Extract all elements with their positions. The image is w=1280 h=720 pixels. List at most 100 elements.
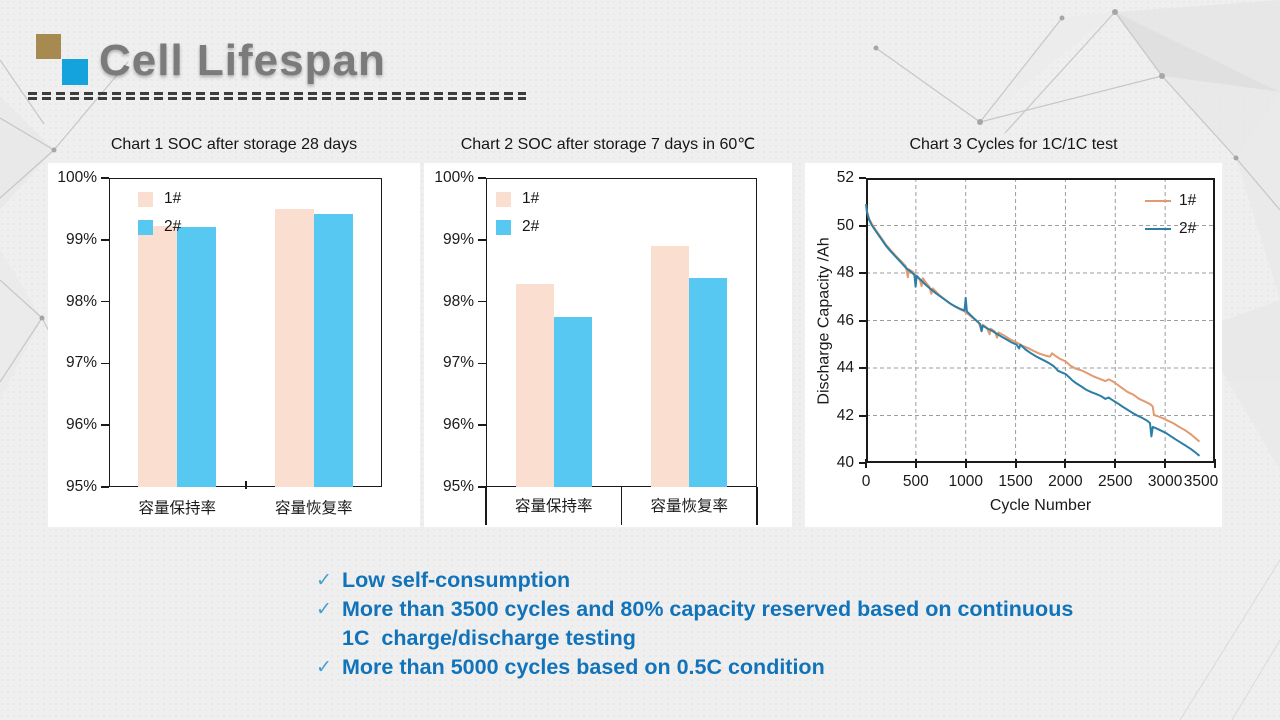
chart-legend: 1# 2# [1145,187,1196,243]
x-tick-label: 2000 [1048,473,1083,490]
y-tick-label: 44 [836,359,854,376]
legend-label: 2# [1179,220,1197,237]
x-tick-mark [1214,459,1216,468]
plot-border [866,178,1215,463]
legend-item: 1# [138,185,181,213]
category-box-divider [620,487,623,525]
bullet-text: Low self-consumption [342,568,571,592]
legend-swatch [1145,228,1171,230]
y-tick-label: 98% [65,292,97,310]
x-tick-label: 1500 [998,473,1033,490]
check-icon: ✓ [316,657,332,678]
legend-swatch [138,219,153,235]
y-axis-title: Discharge Capacity /Ah [815,236,832,405]
y-tick-mark [101,424,109,426]
x-tick-label: 1000 [948,473,983,490]
legend-swatch [496,191,511,207]
x-tick-label: 500 [902,473,929,490]
series-line-2# [865,203,1201,457]
legend-swatch [496,219,511,235]
y-tick-label: 46 [836,311,854,329]
category-box-divider [756,487,758,525]
legend-item: 2# [1145,215,1196,243]
x-tick-label: 3500 [1183,473,1219,490]
x-tick-mark [964,459,967,468]
chart1-title: Chart 1 SOC after storage 28 days [110,136,358,153]
y-tick-label: 98% [442,292,474,310]
y-tick-mark [859,367,866,369]
y-tick-mark [859,177,866,179]
key-points-list: ✓ Low self-consumption ✓ More than 3500 … [316,566,1100,682]
y-tick-mark [101,486,109,488]
bar-2#-cat2 [689,278,728,487]
chart1-panel: 100% 99% 98% 97% 96% 95% 容量保持率 容量恢复率 1# 2# [48,163,420,527]
y-tick-label: 97% [65,354,97,372]
list-item: ✓ More than 3500 cycles and 80% capacity… [316,595,1100,653]
category-label: 容量恢复率 [650,498,728,515]
y-tick-mark [859,224,866,227]
y-tick-mark [478,177,486,179]
y-tick-label: 97% [442,354,474,372]
line-chart-canvas [865,178,1215,463]
bar-2#-cat1 [177,227,217,487]
y-tick-label: 50 [836,216,854,234]
check-icon: ✓ [316,570,332,591]
y-tick-mark [859,414,866,417]
y-tick-label: 95% [442,478,474,495]
legend-swatch [1145,200,1171,202]
y-tick-mark [859,319,866,322]
legend-swatch [138,191,153,207]
chart3-panel: 52 50 48 46 44 42 40 0 500 1000 1500 2000 2500 3000 35… [805,163,1222,527]
y-tick-label: 40 [836,454,854,471]
logo-tan-square [36,34,61,59]
category-label: 容量保持率 [138,500,216,517]
check-icon: ✓ [316,599,332,620]
chart2-title: Chart 2 SOC after storage 7 days in 60℃ [460,136,756,153]
bar-1#-cat1 [138,226,178,487]
list-item: ✓ More than 5000 cycles based on 0.5C co… [316,653,1100,682]
chart2-panel: 100% 99% 98% 97% 96% 95% 容量保持率 容量恢复率 1# 2# [424,163,792,527]
logo-blue-square [62,59,88,85]
y-tick-label: 99% [442,230,474,248]
y-tick-mark [101,300,109,303]
x-tick-mark [1164,459,1167,468]
list-item: ✓ Low self-consumption [316,566,1100,595]
y-tick-label: 95% [65,478,97,495]
y-tick-mark [478,239,486,241]
legend-label: 1# [164,190,182,207]
legend-label: 1# [1179,192,1197,209]
legend-label: 2# [522,218,540,235]
chart-plot-area [486,178,757,487]
y-tick-mark [101,239,109,241]
legend-label: 1# [522,190,540,207]
bar-1#-cat1 [515,284,554,487]
x-axis-center-tick [244,481,247,489]
bullet-text: More than 5000 cycles based on 0.5C cond… [342,655,825,679]
header-divider [28,92,526,102]
x-tick-mark [1014,459,1017,468]
x-tick-label: 2500 [1098,473,1133,490]
y-tick-label: 42 [836,406,854,424]
x-tick-mark [914,459,917,468]
x-tick-mark [1114,459,1117,468]
y-tick-label: 99% [65,230,97,248]
bar-1#-cat2 [651,245,690,487]
y-tick-mark [478,486,486,488]
y-tick-label: 96% [442,416,474,434]
legend-item: 1# [496,185,539,213]
y-tick-mark [478,300,486,303]
x-tick-label: 3000 [1147,473,1183,490]
y-tick-mark [478,424,486,426]
y-tick-mark [478,362,486,365]
chart-legend: 1# 2# [496,185,539,241]
bar-2#-cat2 [313,213,353,487]
y-tick-mark [101,177,109,179]
legend-item: 2# [138,213,181,241]
bullet-text: More than 3500 cycles and 80% capacity r… [342,597,1080,650]
y-tick-mark [101,362,109,365]
chart-legend: 1# 2# [138,185,181,241]
y-tick-mark [859,462,866,464]
y-tick-mark [859,272,866,274]
legend-item: 1# [1145,187,1196,215]
